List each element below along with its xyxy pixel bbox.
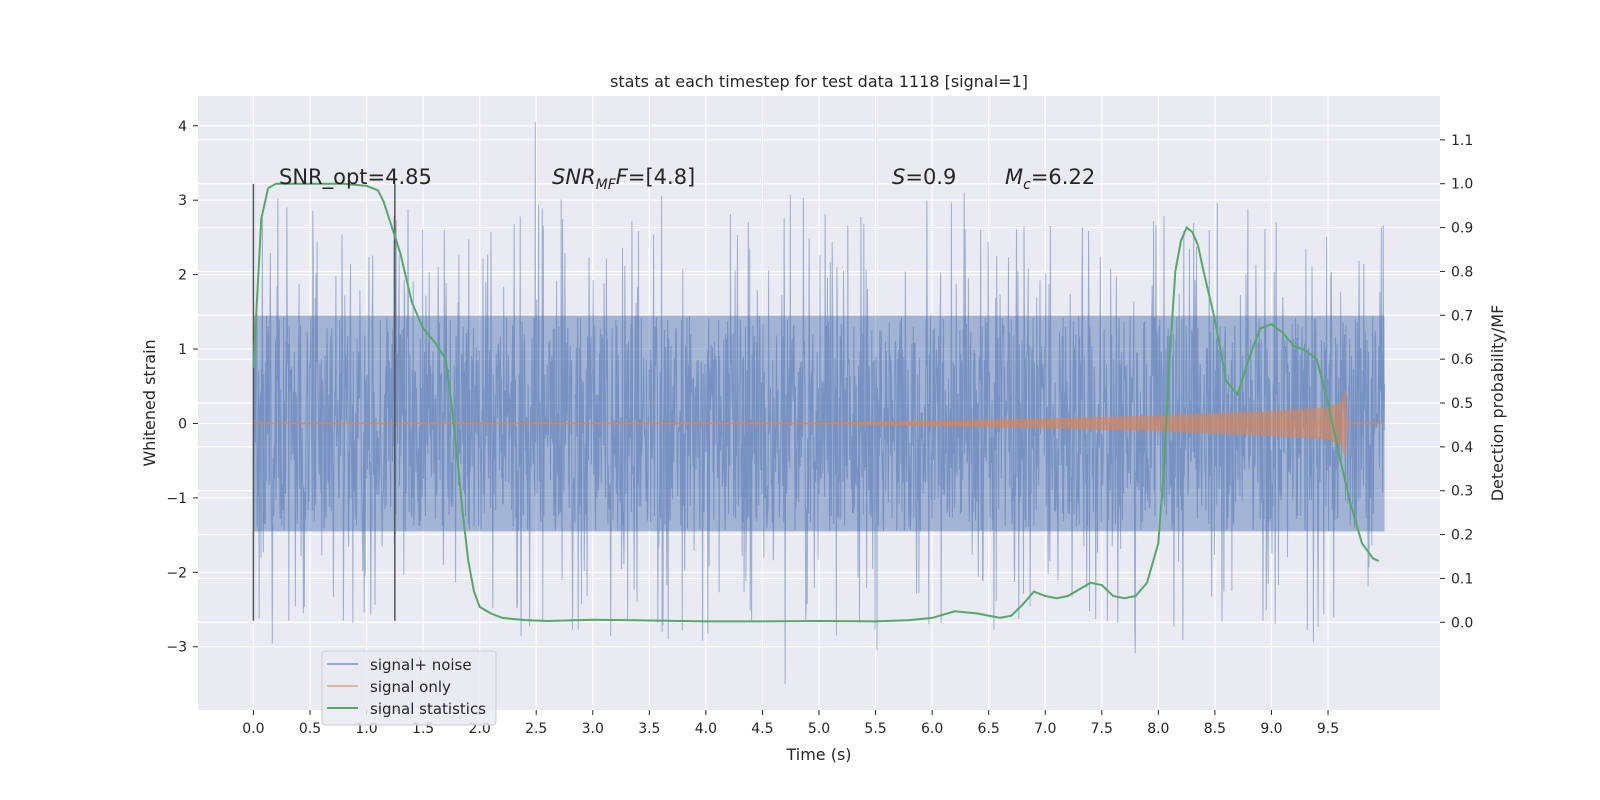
- y2-tick-label: 1.0: [1451, 177, 1473, 193]
- legend-box: [321, 650, 497, 726]
- x-tick-label: 7.5: [1091, 721, 1113, 737]
- y2-tick-label: 0.5: [1451, 396, 1473, 412]
- x-axis-label: Time (s): [785, 745, 851, 764]
- y2-tick-label: 0.3: [1451, 484, 1473, 500]
- annotation-mc: Mc=6.22: [1005, 165, 1095, 193]
- y2-tick-label: 1.1: [1451, 133, 1473, 149]
- y-tick-label: −1: [166, 491, 187, 507]
- y2-tick-label: 0.7: [1451, 308, 1473, 324]
- x-tick-label: 4.5: [751, 721, 773, 737]
- event-markers: [252, 183, 396, 621]
- annotation-snr-opt: SNR_opt=4.85: [279, 165, 432, 190]
- x-tick-label: 0.0: [242, 721, 264, 737]
- y2-tick-label: 0.8: [1451, 264, 1473, 280]
- s-symbol: S: [892, 165, 905, 189]
- snr-mf-symbol: SNR: [552, 165, 596, 189]
- snr-mf-subscript: MF: [596, 177, 617, 193]
- snr-mf-f: F: [616, 165, 629, 189]
- y2-axis-ticks: 0.0 0.1 0.2 0.3 0.4 0.5 0.6 0.7 0.8 0.9 1.0 1.1: [1440, 133, 1473, 631]
- x-tick-label: 8.5: [1204, 721, 1226, 737]
- s-value: =0.9: [905, 165, 956, 189]
- annotation-s: S=0.9: [892, 165, 956, 189]
- x-axis-ticks: 0.0 0.5 1.0 1.5 2.0 2.5 3.0 3.5 4.0 4.5 5.0 5.5 6.0 6…: [242, 710, 1339, 737]
- x-tick-label: 6.5: [978, 721, 1000, 737]
- x-tick-label: 9.0: [1260, 721, 1282, 737]
- y2-tick-label: 0.6: [1451, 352, 1473, 368]
- x-tick-label: 9.5: [1317, 721, 1339, 737]
- y2-tick-label: 0.0: [1451, 615, 1473, 631]
- y-tick-label: 2: [178, 268, 187, 284]
- noise-trace: [252, 121, 1386, 685]
- mc-subscript: c: [1023, 177, 1031, 193]
- legend-label-noise: signal+ noise: [370, 656, 472, 674]
- stats-line: [252, 182, 1380, 623]
- x-tick-label: 2.5: [525, 721, 547, 737]
- y2-axis-label: Detection probability/MF: [1488, 305, 1507, 502]
- y-tick-label: 0: [178, 416, 187, 432]
- mc-symbol: M: [1005, 165, 1023, 189]
- snr-mf-value: =[4.8]: [628, 165, 695, 189]
- y-tick-label: 1: [178, 342, 187, 358]
- y-tick-label: 3: [178, 193, 187, 209]
- y-tick-label: −2: [166, 565, 187, 581]
- x-tick-label: 3.5: [638, 721, 660, 737]
- series-signal-statistics: [252, 182, 1380, 623]
- legend-label-signal: signal only: [370, 678, 451, 696]
- y-tick-label: 4: [178, 119, 187, 135]
- annotation-snr-mf: SNRMFF=[4.8]: [552, 165, 695, 193]
- y2-tick-label: 0.1: [1451, 571, 1473, 587]
- legend-label-stats: signal statistics: [370, 700, 486, 718]
- y2-tick-label: 0.2: [1451, 528, 1473, 544]
- y2-tick-label: 0.4: [1451, 440, 1473, 456]
- y2-tick-label: 0.9: [1451, 221, 1473, 237]
- y-tick-label: −3: [166, 640, 187, 656]
- x-tick-label: 8.0: [1147, 721, 1169, 737]
- mc-value: =6.22: [1031, 165, 1095, 189]
- x-tick-label: 4.0: [695, 721, 717, 737]
- x-tick-label: 7.0: [1034, 721, 1056, 737]
- y-axis-ticks: −3 −2 −1 0 1 2 3 4: [166, 119, 198, 656]
- x-tick-label: 5.5: [864, 721, 886, 737]
- x-tick-label: 0.5: [299, 721, 321, 737]
- x-tick-label: 5.0: [808, 721, 830, 737]
- chart-title: stats at each timestep for test data 111…: [610, 72, 1028, 91]
- x-tick-label: 3.0: [582, 721, 604, 737]
- legend: signal+ noise signal only signal statist…: [321, 650, 497, 726]
- x-tick-label: 6.0: [921, 721, 943, 737]
- y-axis-label: Whitened strain: [140, 339, 159, 466]
- series-signal-only: [253, 389, 1385, 458]
